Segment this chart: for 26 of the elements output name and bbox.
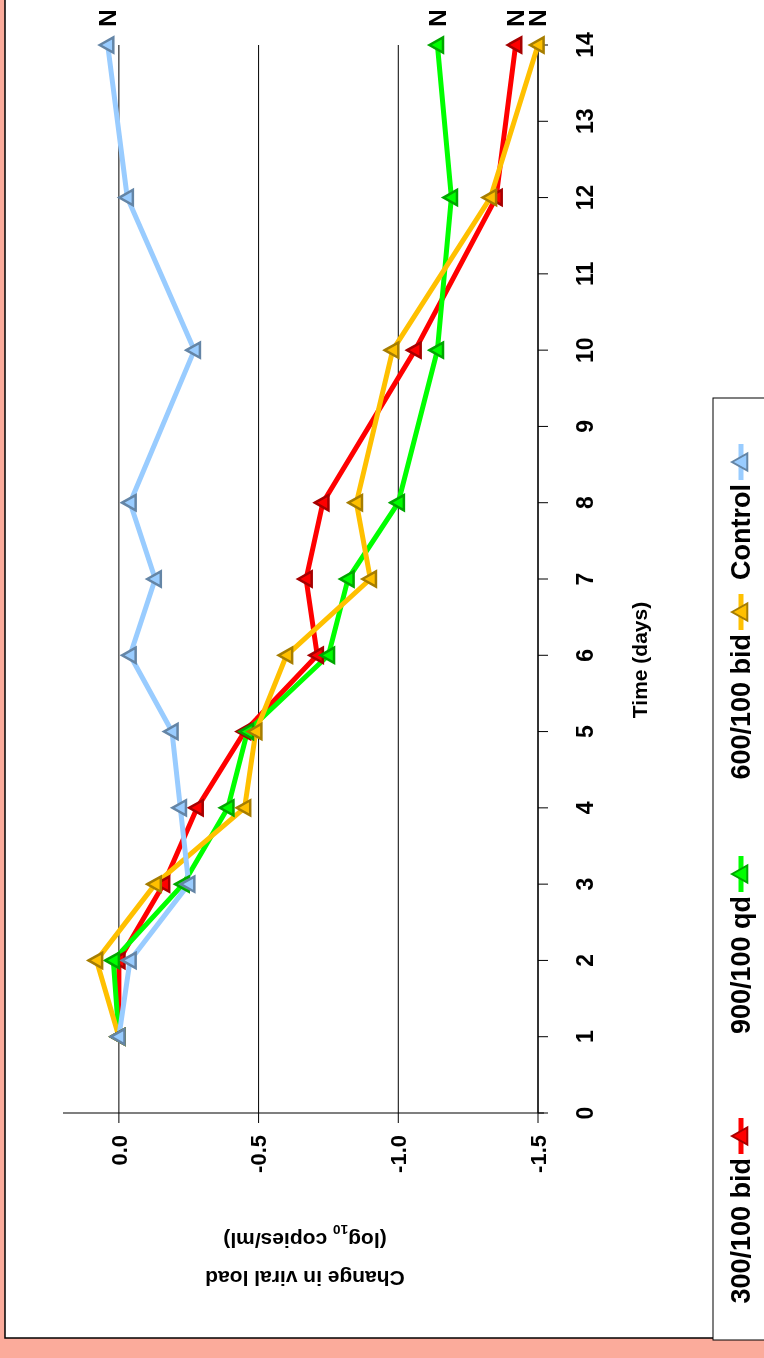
y-axis-title: Time (days) — [628, 601, 652, 719]
y-tick-label: 8 — [572, 496, 599, 510]
y-tick-label: 11 — [572, 261, 599, 287]
y-tick-label: 2 — [572, 954, 599, 967]
y-tick-label: 4 — [572, 801, 599, 815]
annotation: N — [94, 9, 122, 27]
legend-label: 600/100 bid — [726, 634, 757, 780]
legend-label: Control — [726, 484, 757, 580]
legend-label: 900/100 qd — [726, 896, 757, 1035]
y-tick-label: 1 — [572, 1030, 599, 1044]
y-tick-label: 3 — [572, 877, 599, 891]
y-tick-label: 13 — [572, 108, 599, 135]
y-tick-label: 0 — [572, 1106, 599, 1120]
x-tick-label: 0.0 — [106, 1135, 132, 1166]
y-tick-label: 12 — [572, 184, 599, 211]
annotation: N — [423, 9, 451, 27]
y-tick-label: 5 — [572, 724, 599, 738]
y-tick-label: 6 — [572, 648, 599, 662]
x-tick-label: -1.5 — [525, 1135, 551, 1173]
y-tick-label: 7 — [572, 572, 599, 586]
x-tick-label: -0.5 — [246, 1135, 272, 1173]
y-tick-label: 9 — [572, 420, 599, 433]
legend-label: 300/100 bid — [726, 1158, 757, 1304]
x-tick-label: -1.0 — [385, 1135, 411, 1173]
y-tick-label: 14 — [572, 32, 599, 58]
y-tick-label: 10 — [572, 337, 599, 363]
